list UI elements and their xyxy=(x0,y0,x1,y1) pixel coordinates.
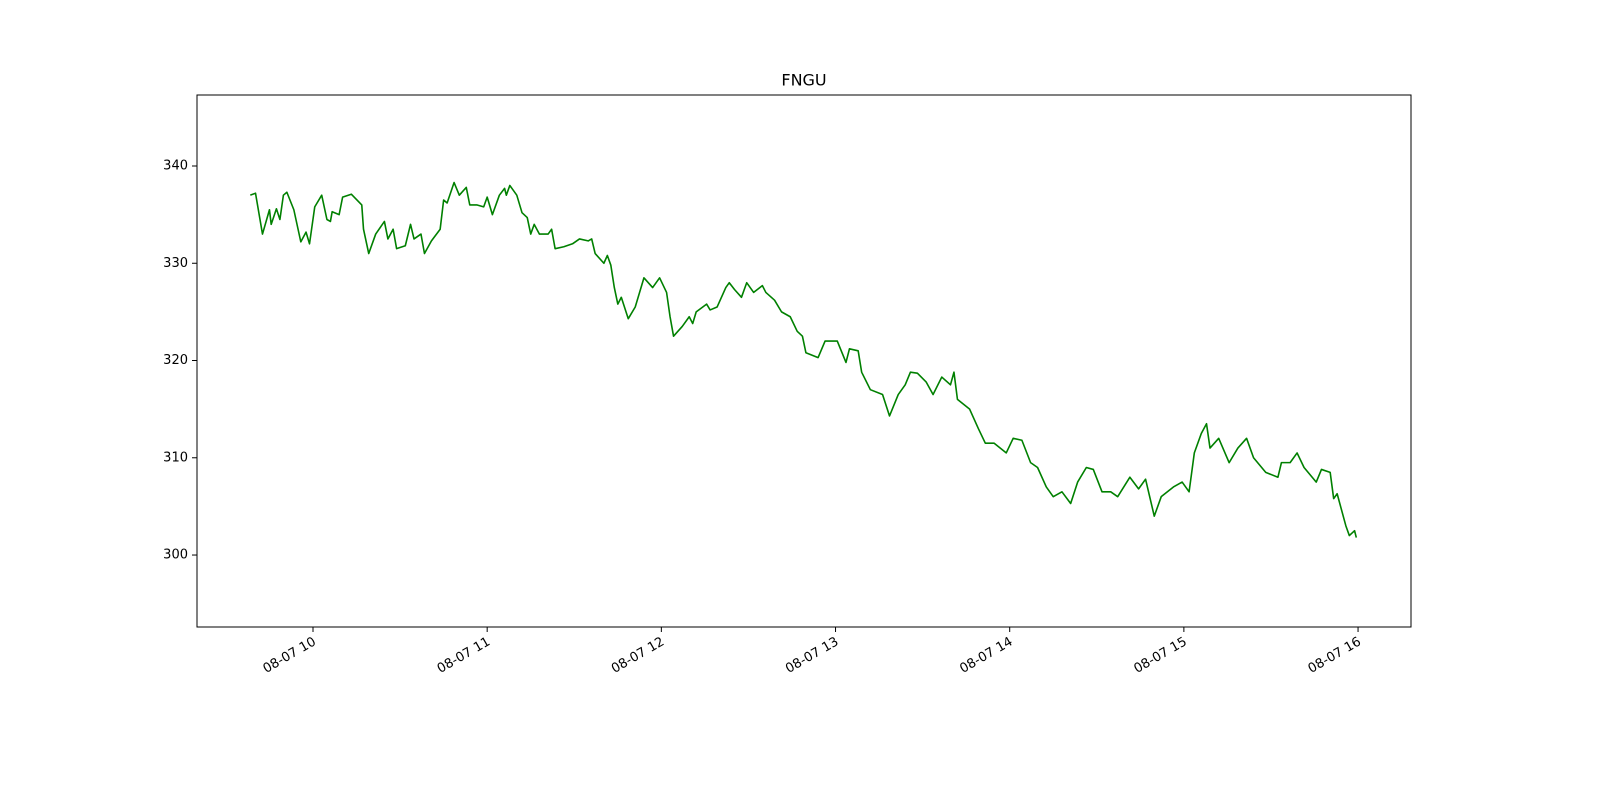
y-tick-label: 340 xyxy=(163,158,188,173)
y-tick-label: 310 xyxy=(163,450,188,465)
chart-title: FNGU xyxy=(781,71,826,90)
y-tick-label: 330 xyxy=(163,256,188,271)
x-tick-label: 08-07 13 xyxy=(783,635,841,677)
plot-frame xyxy=(196,94,1412,628)
y-tick-label: 320 xyxy=(163,353,188,368)
price-line xyxy=(250,181,1358,538)
x-tick-label: 08-07 12 xyxy=(609,635,667,677)
x-tick-label: 08-07 15 xyxy=(1132,635,1190,677)
x-tick-label: 08-07 16 xyxy=(1306,635,1364,677)
x-tick-label: 08-07 11 xyxy=(435,635,493,677)
x-tick-label: 08-07 10 xyxy=(261,635,319,677)
x-tick-label: 08-07 14 xyxy=(957,635,1015,677)
y-tick-label: 300 xyxy=(163,548,188,563)
